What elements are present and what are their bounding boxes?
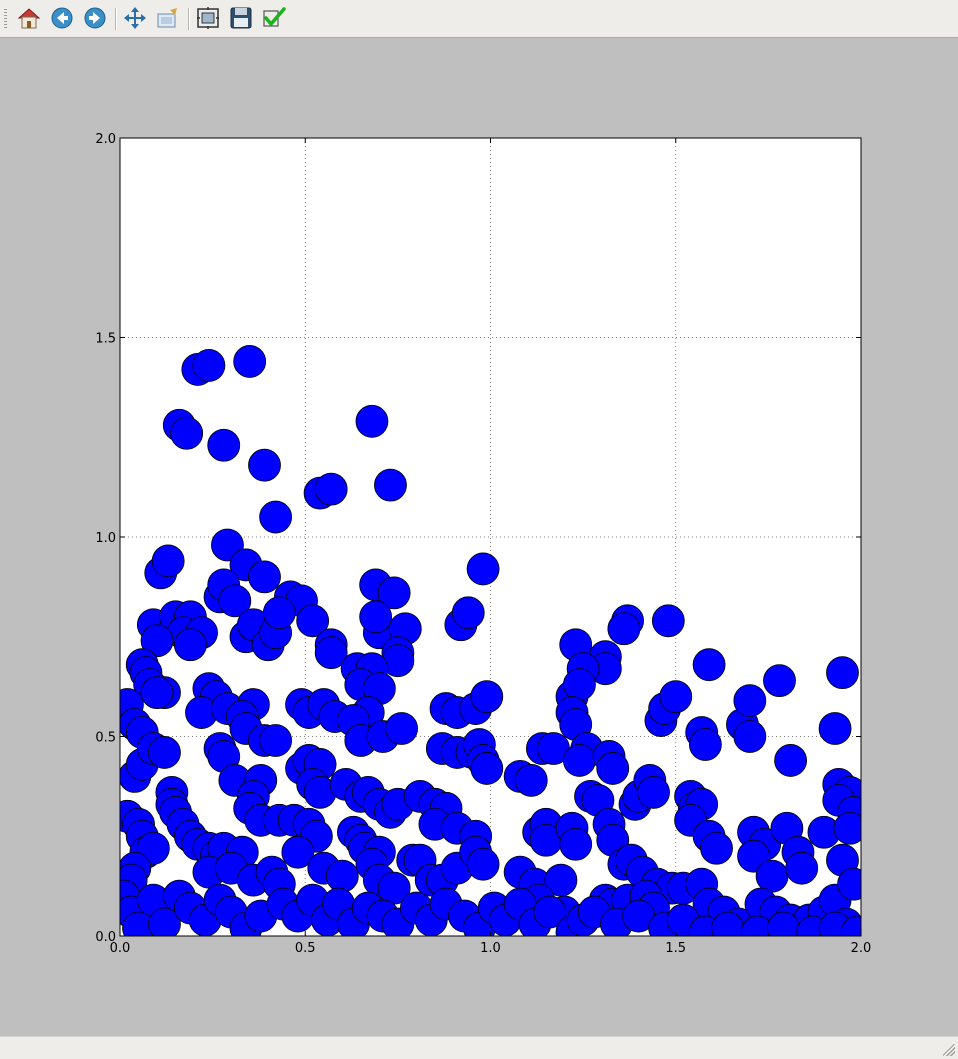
zoom-rect-icon — [157, 8, 177, 28]
subplots-button[interactable] — [195, 5, 221, 31]
data-point — [470, 752, 504, 785]
data-point — [259, 724, 293, 757]
data-point — [314, 472, 348, 506]
back-button[interactable] — [49, 5, 75, 31]
data-point — [774, 744, 808, 777]
data-point — [233, 345, 267, 378]
back-arrow-icon — [51, 7, 73, 29]
data-point — [248, 448, 281, 482]
data-point — [840, 915, 861, 936]
edit-axis-button[interactable] — [261, 5, 287, 31]
forward-button[interactable] — [82, 5, 108, 31]
x-tick-label: 0.5 — [295, 941, 316, 956]
data-point — [533, 895, 567, 929]
y-tick-label: 1.5 — [95, 332, 116, 347]
data-point — [596, 752, 630, 785]
data-point — [325, 859, 359, 893]
data-point — [607, 612, 641, 646]
y-tick-label: 1.0 — [95, 531, 116, 546]
data-point — [248, 560, 281, 594]
scatter-plot: 0.0 0.5 1.0 1.5 2.0 0.0 0.5 1.0 1.5 2.0 — [95, 132, 872, 956]
data-point — [651, 604, 685, 638]
data-point — [207, 428, 241, 462]
data-point — [700, 831, 733, 865]
toolbar-separator — [188, 8, 190, 30]
toolbar-grip-icon — [4, 9, 7, 29]
data-point — [374, 468, 407, 502]
home-icon — [17, 8, 41, 29]
pan-button[interactable] — [122, 5, 148, 31]
data-point — [296, 604, 330, 638]
data-point — [785, 851, 819, 885]
move-arrows-icon — [124, 7, 146, 29]
data-point — [833, 811, 861, 845]
data-point — [514, 763, 548, 797]
data-point — [837, 867, 861, 901]
x-tick-label: 0.0 — [110, 941, 131, 956]
data-point — [826, 656, 859, 690]
data-point — [688, 728, 722, 761]
toolbar-separator — [115, 8, 117, 30]
data-point — [466, 552, 500, 586]
y-tick-label: 0.5 — [95, 731, 116, 746]
data-point — [711, 911, 745, 936]
data-point — [766, 911, 800, 936]
home-button[interactable] — [16, 5, 42, 31]
y-tick-label: 2.0 — [95, 132, 116, 147]
data-point — [451, 596, 485, 630]
marker-group — [120, 345, 861, 936]
data-point — [218, 584, 252, 618]
checkmark-icon — [263, 7, 286, 27]
data-point — [359, 600, 393, 634]
data-point — [262, 596, 296, 630]
data-point — [763, 664, 796, 698]
data-point — [259, 500, 293, 534]
data-point — [818, 712, 852, 745]
data-point — [377, 576, 411, 610]
x-tick-label: 2.0 — [851, 941, 872, 956]
x-tick-label: 1.5 — [665, 941, 686, 956]
data-point — [355, 404, 389, 438]
data-point — [466, 847, 500, 881]
data-point — [385, 712, 418, 745]
data-point — [170, 416, 204, 450]
data-point — [192, 349, 226, 382]
data-point — [637, 775, 670, 809]
data-point — [563, 744, 596, 777]
resize-grip-icon[interactable] — [943, 1044, 955, 1056]
toolbar — [0, 0, 958, 38]
y-tick-label: 0.0 — [95, 930, 116, 945]
zoom-button[interactable] — [155, 5, 181, 31]
data-point — [733, 684, 767, 717]
x-tick-label: 1.0 — [480, 941, 501, 956]
data-point — [281, 835, 315, 869]
save-button[interactable] — [228, 5, 254, 31]
data-point — [470, 680, 504, 713]
data-point — [563, 668, 596, 702]
data-point — [755, 859, 789, 893]
data-point — [140, 624, 174, 658]
data-point — [659, 680, 693, 713]
forward-arrow-icon — [84, 7, 106, 29]
floppy-disk-icon — [230, 7, 252, 29]
data-point — [151, 544, 185, 578]
data-point — [559, 827, 593, 861]
subplots-icon — [197, 7, 219, 29]
status-bar — [0, 1036, 958, 1059]
data-point — [173, 628, 207, 662]
data-point — [314, 636, 348, 670]
data-point — [692, 648, 726, 682]
data-point — [140, 676, 174, 710]
figure-canvas[interactable]: 0.0 0.5 1.0 1.5 2.0 0.0 0.5 1.0 1.5 2.0 — [0, 39, 958, 1036]
data-point — [148, 736, 181, 769]
data-point — [148, 907, 181, 936]
data-point — [733, 720, 767, 753]
